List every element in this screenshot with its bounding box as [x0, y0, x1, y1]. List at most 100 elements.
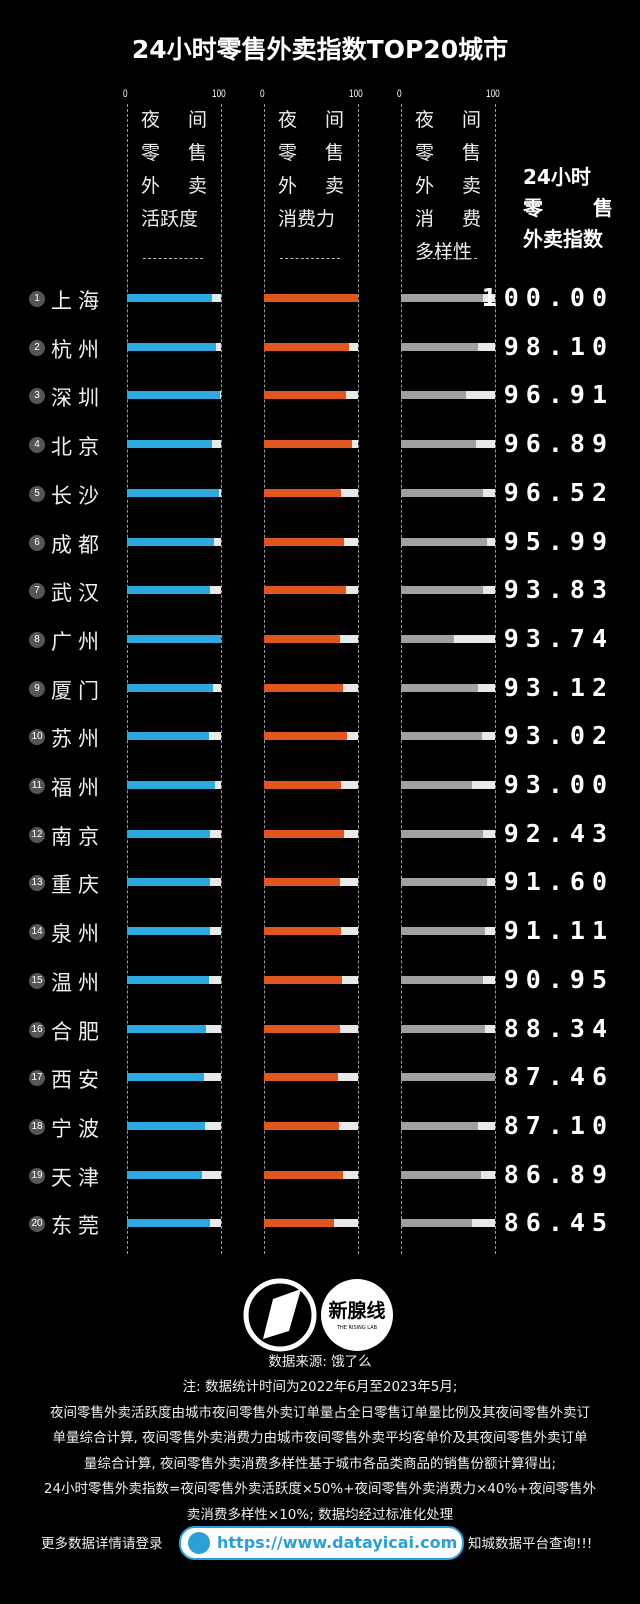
- bar-track-spending: [264, 342, 358, 351]
- bar-track-spending: [264, 1170, 358, 1179]
- bar-track-spending: [264, 829, 358, 838]
- bar-spending: [264, 537, 344, 546]
- column-gridline: [221, 104, 222, 1254]
- bar-activity: [127, 975, 209, 984]
- bar-activity: [127, 683, 213, 692]
- header-char: 外: [415, 175, 435, 197]
- bar-spending: [264, 1219, 334, 1228]
- axis-tick-max: 100: [349, 88, 363, 100]
- table-row: 17 西安 87.46: [0, 1062, 640, 1092]
- bar-spending: [264, 634, 341, 643]
- bar-spending: [264, 878, 341, 887]
- bar-diversity: [401, 1024, 485, 1033]
- bar-diversity: [401, 488, 483, 497]
- header-line: 夜间: [415, 104, 481, 137]
- city-name: 厦门: [51, 678, 105, 703]
- header-line: 活跃度: [141, 203, 207, 236]
- header-char: 费: [461, 208, 481, 230]
- header-char: 活跃度: [141, 208, 199, 230]
- header-line: 外卖: [141, 170, 207, 203]
- bar-track-spending: [264, 683, 358, 692]
- city-name: 宁波: [51, 1116, 105, 1141]
- index-score: 100.00: [481, 283, 614, 312]
- city-name: 广州: [51, 629, 105, 654]
- index-score: 88.34: [503, 1013, 614, 1043]
- bar-track-diversity: [401, 342, 495, 351]
- index-score: 93.12: [503, 672, 614, 702]
- header-char: 24小时: [523, 165, 591, 189]
- rank-badge: 4: [29, 437, 45, 454]
- header-line: 夜间: [278, 104, 344, 137]
- rank-badge: 19: [29, 1167, 45, 1184]
- table-row: 3 深圳 96.91: [0, 380, 640, 410]
- table-row: 20 东莞 86.45: [0, 1208, 640, 1238]
- index-column-header: 24小时零售外卖指数: [523, 162, 613, 255]
- header-char: 夜: [415, 109, 435, 131]
- column-gridline: [127, 104, 128, 1254]
- bar-track-diversity: [401, 781, 495, 789]
- bar-spending: [264, 1024, 341, 1033]
- rank-badge: 18: [29, 1118, 45, 1135]
- bar-spending: [264, 391, 346, 400]
- table-row: 2 杭州 98.10: [0, 332, 640, 362]
- bar-track-activity: [127, 829, 221, 838]
- link-prefix: 更多数据详情请登录: [41, 1536, 163, 1552]
- bar-activity: [127, 829, 210, 838]
- index-score: 96.89: [503, 429, 614, 459]
- bar-activity: [127, 537, 215, 546]
- bar-spending: [264, 488, 342, 497]
- table-row: 5 长沙 96.52: [0, 478, 640, 508]
- header-char: 多样性: [415, 241, 473, 263]
- header-char: 外卖指数: [523, 227, 603, 251]
- chart-title: 24小时零售外卖指数TOP20城市: [131, 35, 509, 64]
- column-gridline: [358, 104, 359, 1254]
- link-suffix: 知城数据平台查询!!!: [468, 1536, 593, 1552]
- index-score: 93.74: [503, 623, 614, 653]
- bar-diversity: [401, 391, 466, 400]
- index-score: 96.52: [503, 477, 614, 507]
- bar-diversity: [401, 440, 477, 449]
- header-char: 卖: [187, 175, 207, 197]
- rank-badge: 15: [29, 972, 45, 989]
- bar-track-spending: [264, 732, 358, 741]
- index-score: 93.00: [503, 770, 614, 799]
- yicai-logo: [243, 1278, 317, 1352]
- table-row: 13 重庆 91.60: [0, 867, 640, 897]
- index-score: 87.46: [503, 1062, 614, 1092]
- rank-badge: 14: [29, 924, 45, 941]
- bar-diversity: [401, 537, 488, 546]
- bar-track-spending: [264, 927, 358, 936]
- bar-diversity: [401, 342, 479, 351]
- bar-track-diversity: [401, 1170, 495, 1179]
- website-link[interactable]: https://www.datayicai.com: [179, 1526, 464, 1560]
- city-name: 成都: [51, 532, 105, 557]
- bar-track-diversity: [401, 294, 495, 302]
- header-line: 消费力: [278, 203, 344, 236]
- logos: 新腺线 THE RISING LAB: [243, 1278, 393, 1352]
- index-score: 93.83: [503, 575, 614, 605]
- bar-track-spending: [264, 1024, 358, 1033]
- header-char: 间: [187, 109, 207, 131]
- link-url[interactable]: https://www.datayicai.com: [217, 1533, 458, 1552]
- index-score: 91.60: [503, 867, 614, 897]
- axis-tick-max: 100: [212, 88, 226, 100]
- bar-spending: [264, 586, 346, 595]
- bar-track-spending: [264, 1121, 358, 1130]
- bar-spending: [264, 683, 343, 692]
- bar-track-spending: [264, 781, 358, 789]
- bar-diversity: [401, 975, 483, 984]
- header-char: 消: [415, 208, 435, 230]
- header-char: 消费力: [278, 208, 336, 230]
- header-char: 间: [461, 109, 481, 131]
- table-row: 12 南京 92.43: [0, 819, 640, 849]
- city-name: 武汉: [51, 581, 105, 606]
- data-source: 数据来源: 饿了么: [268, 1354, 372, 1370]
- header-char: 夜: [141, 109, 161, 131]
- bar-spending: [264, 781, 342, 789]
- bar-diversity: [401, 781, 472, 789]
- table-row: 6 成都 95.99: [0, 527, 640, 557]
- header-line: 消费: [415, 203, 481, 236]
- table-row: 7 武汉 93.83: [0, 575, 640, 605]
- header-char: 售: [461, 142, 481, 164]
- header-char: 夜: [278, 109, 298, 131]
